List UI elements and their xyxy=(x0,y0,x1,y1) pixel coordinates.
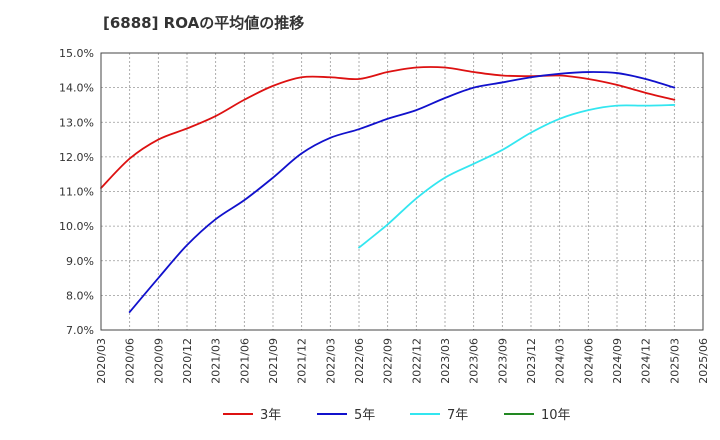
x-tick-label: 2022/03 xyxy=(324,338,337,384)
x-tick-label: 2020/06 xyxy=(124,338,137,384)
x-tick-label: 2021/09 xyxy=(267,338,280,384)
legend-label-3: 7年 xyxy=(447,408,468,423)
y-tick-label: 12.0% xyxy=(59,151,94,164)
legend-label-2: 5年 xyxy=(354,408,375,423)
series-line-3 xyxy=(358,104,676,249)
x-tick-label: 2020/09 xyxy=(152,338,165,384)
plot-border xyxy=(100,52,704,331)
x-tick-label: 2024/06 xyxy=(582,338,595,384)
y-tick-label: 14.0% xyxy=(59,82,94,95)
x-tick-label: 2020/03 xyxy=(95,338,108,384)
x-tick-label: 2024/09 xyxy=(611,338,624,384)
x-tick-label: 2021/12 xyxy=(296,338,309,384)
legend: 3年 5年 7年 10年 xyxy=(223,408,571,423)
x-tick-label: 2022/09 xyxy=(382,338,395,384)
x-tick-label: 2023/03 xyxy=(439,338,452,384)
y-tick-label: 11.0% xyxy=(59,186,94,199)
axis-layer: 7.0% 8.0% 9.0% 10.0% 11.0% 12.0% 13.0% 14.0% 15.… xyxy=(59,47,710,384)
y-tick-label: 8.0% xyxy=(66,289,94,302)
y-tick-label: 10.0% xyxy=(59,220,94,233)
y-tick-label: 13.0% xyxy=(59,116,94,129)
x-tick-label: 2025/03 xyxy=(668,338,681,384)
series-layer xyxy=(100,66,676,313)
series-line-1 xyxy=(100,66,676,189)
x-tick-label: 2022/12 xyxy=(410,338,423,384)
chart-title: [6888] ROAの平均値の推移 xyxy=(103,14,305,32)
grid-layer xyxy=(101,53,703,330)
legend-label-4: 10年 xyxy=(541,408,571,423)
x-tick-label: 2021/03 xyxy=(210,338,223,384)
x-tick-label: 2024/12 xyxy=(640,338,653,384)
x-tick-label: 2025/06 xyxy=(697,338,710,384)
x-tick-label: 2020/12 xyxy=(181,338,194,384)
y-tick-label: 9.0% xyxy=(66,255,94,268)
y-tick-label: 7.0% xyxy=(66,324,94,337)
series-line-2 xyxy=(128,71,676,313)
x-tick-label: 2021/06 xyxy=(238,338,251,384)
x-tick-label: 2023/12 xyxy=(525,338,538,384)
legend-label-1: 3年 xyxy=(260,408,281,423)
x-tick-label: 2022/06 xyxy=(353,338,366,384)
x-tick-label: 2024/03 xyxy=(554,338,567,384)
y-tick-label: 15.0% xyxy=(59,47,94,60)
x-tick-label: 2023/06 xyxy=(468,338,481,384)
x-tick-label: 2023/09 xyxy=(496,338,509,384)
